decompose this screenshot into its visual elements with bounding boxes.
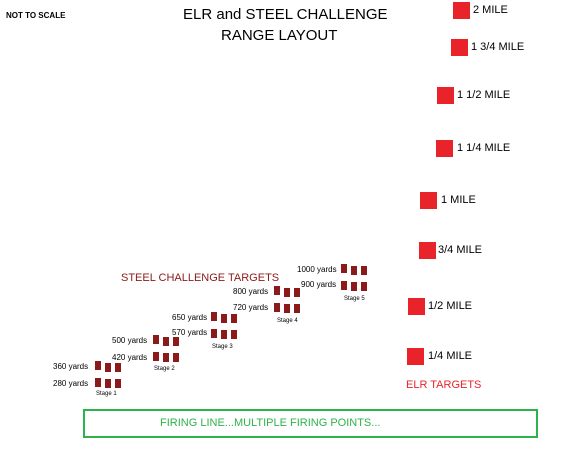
steel-challenge-heading: STEEL CHALLENGE TARGETS	[121, 272, 280, 284]
elr-label-1-mile: 1 MILE	[441, 194, 476, 206]
stage-5-yard-lower: 900 yards	[301, 280, 337, 289]
steel-target	[115, 363, 121, 372]
elr-target-1-mile	[420, 192, 437, 209]
steel-target	[274, 286, 280, 295]
steel-target	[284, 288, 290, 297]
steel-target	[115, 379, 121, 388]
stage-3-yard-lower: 570 yards	[172, 328, 208, 337]
not-to-scale-note: NOT TO SCALE	[6, 11, 66, 20]
elr-label-2-mile: 2 MILE	[473, 4, 508, 16]
steel-target	[153, 352, 159, 361]
stage-2-label: Stage 2	[154, 366, 175, 372]
steel-target	[361, 282, 367, 291]
steel-target	[105, 363, 111, 372]
steel-target	[173, 353, 179, 362]
steel-target	[294, 304, 300, 313]
stage-1-yard-upper: 360 yards	[53, 362, 89, 371]
steel-target	[284, 304, 290, 313]
elr-target-1-1-4-mile	[436, 140, 453, 157]
steel-target	[231, 314, 237, 323]
stage-4-yard-upper: 800 yards	[233, 287, 269, 296]
stage-3-label: Stage 3	[212, 344, 233, 350]
steel-target	[351, 266, 357, 275]
stage-3-yard-upper: 650 yards	[172, 313, 208, 322]
stage-1-yard-lower: 280 yards	[53, 379, 89, 388]
steel-target	[351, 282, 357, 291]
elr-label-3-4-mile: 3/4 MILE	[438, 244, 483, 256]
steel-target	[211, 329, 217, 338]
steel-target	[163, 337, 169, 346]
stage-5-yard-upper: 1000 yards	[297, 265, 337, 274]
title-line-2: RANGE LAYOUT	[221, 27, 338, 44]
elr-label-1-3-4-mile: 1 3/4 MILE	[471, 41, 525, 53]
steel-target	[173, 337, 179, 346]
steel-target	[341, 264, 347, 273]
steel-target	[274, 303, 280, 312]
stage-2-yard-upper: 500 yards	[112, 336, 148, 345]
elr-target-1-2-mile	[408, 298, 425, 315]
steel-target	[294, 288, 300, 297]
elr-label-1-1-4-mile: 1 1/4 MILE	[457, 142, 511, 154]
title-line-1: ELR and STEEL CHALLENGE	[183, 6, 388, 23]
steel-target	[211, 312, 217, 321]
elr-target-1-1-2-mile	[437, 87, 454, 104]
steel-target	[221, 330, 227, 339]
firing-line-label: FIRING LINE...MULTIPLE FIRING POINTS...	[160, 417, 381, 429]
steel-target	[95, 378, 101, 387]
steel-target	[221, 314, 227, 323]
stage-5-label: Stage 5	[344, 296, 365, 302]
steel-target	[105, 379, 111, 388]
steel-target	[231, 330, 237, 339]
stage-4-yard-lower: 720 yards	[233, 303, 269, 312]
steel-target	[163, 353, 169, 362]
elr-label-1-1-2-mile: 1 1/2 MILE	[457, 89, 511, 101]
elr-targets-heading: ELR TARGETS	[406, 379, 482, 391]
stage-4-label: Stage 4	[277, 318, 298, 324]
steel-target	[95, 361, 101, 370]
elr-label-1-2-mile: 1/2 MILE	[428, 300, 473, 312]
steel-target	[341, 281, 347, 290]
elr-label-1-4-mile: 1/4 MILE	[428, 350, 473, 362]
elr-target-2-mile	[453, 2, 470, 19]
elr-target-1-3-4-mile	[451, 39, 468, 56]
stage-2-yard-lower: 420 yards	[112, 353, 148, 362]
elr-target-3-4-mile	[419, 242, 436, 259]
elr-target-1-4-mile	[407, 348, 424, 365]
stage-1-label: Stage 1	[96, 391, 117, 397]
steel-target	[361, 266, 367, 275]
firing-line-box	[83, 409, 538, 438]
steel-target	[153, 335, 159, 344]
